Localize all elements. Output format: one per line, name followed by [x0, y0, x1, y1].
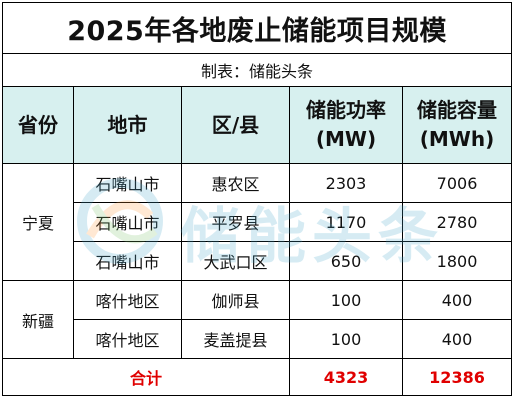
- table-row: 宁夏 石嘴山市 惠农区 2303 7006: [2, 163, 513, 281]
- city-cell: 喀什地区: [73, 280, 182, 320]
- total-row: 合计 4323 12386: [2, 358, 513, 396]
- header-district: 区/县: [181, 86, 290, 164]
- power-cell: 100: [289, 280, 403, 320]
- district-cell: 平罗县: [181, 202, 290, 242]
- header-power-label: 储能功率: [306, 98, 386, 122]
- table-subtitle: 制表：储能头条: [1, 53, 513, 87]
- header-capacity: 储能容量 (MWh): [401, 86, 513, 164]
- power-cell: 2303: [289, 163, 403, 203]
- district-cell: 麦盖提县: [181, 319, 290, 359]
- header-capacity-unit: (MWh): [419, 127, 495, 151]
- table-row: 新疆 喀什地区 伽师县 100 400: [2, 280, 513, 359]
- table-row: 石嘴山市 大武口区 650 1800: [3, 241, 513, 281]
- capacity-cell: 400: [401, 280, 513, 320]
- district-cell: 伽师县: [181, 280, 290, 320]
- header-province: 省份: [2, 86, 74, 164]
- table-row: 石嘴山市 平罗县 1170 2780: [3, 202, 513, 242]
- table-title: 2025年各地废止储能项目规模: [1, 2, 513, 54]
- header-row: 省份 地市 区/县 储能功率 (MW) 储能容量 (MWh): [2, 86, 513, 164]
- city-cell: 喀什地区: [73, 319, 182, 359]
- city-cell: 石嘴山市: [73, 241, 182, 281]
- header-capacity-label: 储能容量: [417, 98, 498, 122]
- total-capacity: 12386: [401, 358, 513, 396]
- header-city: 地市: [73, 86, 182, 164]
- district-cell: 大武口区: [181, 241, 290, 281]
- city-cell: 石嘴山市: [73, 202, 182, 242]
- total-label: 合计: [2, 358, 290, 396]
- header-power-unit: (MW): [315, 127, 377, 151]
- header-power: 储能功率 (MW): [289, 86, 403, 164]
- province-cell-xinjiang: 新疆: [2, 280, 74, 359]
- city-cell: 石嘴山市: [73, 163, 182, 203]
- capacity-cell: 1800: [401, 241, 513, 281]
- storage-table: 2025年各地废止储能项目规模 制表：储能头条 省份 地市 区/县 储能功率 (…: [1, 2, 513, 396]
- power-cell: 100: [289, 319, 403, 359]
- total-power: 4323: [289, 358, 403, 396]
- capacity-cell: 400: [401, 319, 513, 359]
- capacity-cell: 2780: [401, 202, 513, 242]
- province-cell-ningxia: 宁夏: [2, 163, 74, 281]
- table-row: 喀什地区 麦盖提县 100 400: [3, 319, 513, 359]
- power-cell: 650: [289, 241, 403, 281]
- power-cell: 1170: [289, 202, 403, 242]
- capacity-cell: 7006: [401, 163, 513, 203]
- district-cell: 惠农区: [181, 163, 290, 203]
